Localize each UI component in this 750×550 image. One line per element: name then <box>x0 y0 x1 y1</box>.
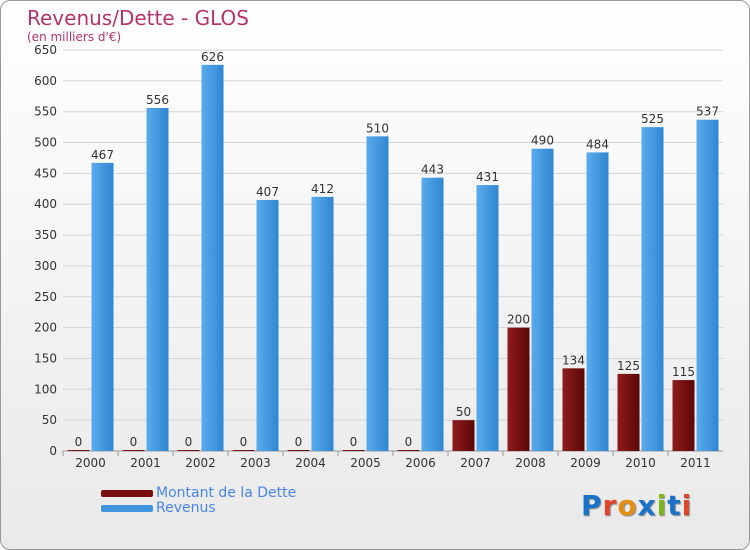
data-label-dette: 125 <box>617 359 640 373</box>
bar-revenus <box>476 185 499 452</box>
bar-dette <box>67 450 90 451</box>
bar-dette <box>562 368 585 451</box>
data-label-dette: 115 <box>672 365 695 379</box>
x-tick-label: 2011 <box>680 456 711 470</box>
x-tick-label: 2005 <box>350 456 381 470</box>
data-label-revenus: 556 <box>146 93 169 107</box>
x-tick-label: 2003 <box>240 456 271 470</box>
data-label-dette: 0 <box>405 435 413 449</box>
y-tick-label: 300 <box>34 259 57 273</box>
data-label-dette: 0 <box>185 435 193 449</box>
bar-dette <box>507 327 530 451</box>
data-label-dette: 134 <box>562 353 585 367</box>
y-tick-label: 250 <box>34 290 57 304</box>
chart-title: Revenus/Dette - GLOS <box>27 6 249 30</box>
data-label-dette: 0 <box>295 435 303 449</box>
y-tick-label: 550 <box>34 105 57 119</box>
logo-letter: r <box>602 489 618 522</box>
y-tick-label: 400 <box>34 197 57 211</box>
data-label-dette: 0 <box>350 435 358 449</box>
bar-revenus <box>256 199 279 451</box>
legend-label-revenus: Revenus <box>156 500 216 516</box>
x-tick-label: 2002 <box>185 456 216 470</box>
y-axis-ticks: 0 50 100 150 200 250 300 350 400 450 500 550 600 650 <box>34 43 57 458</box>
data-label-revenus: 525 <box>641 112 664 126</box>
x-tick-label: 2007 <box>460 456 491 470</box>
data-label-revenus: 537 <box>696 105 719 119</box>
y-tick-label: 200 <box>34 321 57 335</box>
data-label-dette: 0 <box>75 435 83 449</box>
data-label-dette: 0 <box>240 435 248 449</box>
data-label-revenus: 626 <box>201 50 224 64</box>
x-axis-ticks: 2000 2001 2002 2003 2004 2005 2006 2007 2008 2009… <box>62 451 711 470</box>
y-tick-label: 450 <box>34 166 57 180</box>
legend-swatch-revenus <box>101 505 153 512</box>
logo-letter: o <box>617 489 638 522</box>
bars <box>67 64 719 452</box>
bar-revenus <box>696 119 719 451</box>
logo-letter: t <box>667 489 682 522</box>
y-tick-label: 500 <box>34 136 57 150</box>
x-tick-label: 2000 <box>75 456 106 470</box>
y-tick-label: 650 <box>34 43 57 57</box>
bar-dette <box>452 420 475 451</box>
bar-dette <box>617 373 640 451</box>
legend-label-dette: Montant de la Dette <box>156 485 297 501</box>
bar-dette <box>397 450 420 451</box>
bar-dette <box>232 450 255 451</box>
y-tick-label: 0 <box>49 444 57 458</box>
legend-swatch-dette <box>101 490 153 497</box>
bar-revenus <box>531 148 554 451</box>
x-tick-label: 2006 <box>405 456 436 470</box>
data-label-revenus: 510 <box>366 121 389 135</box>
bar-dette <box>287 450 310 451</box>
bar-revenus <box>586 152 609 451</box>
bar-revenus <box>201 64 224 451</box>
data-label-revenus: 407 <box>256 185 279 199</box>
data-label-revenus: 467 <box>91 148 114 162</box>
bar-revenus <box>146 107 169 451</box>
x-tick-label: 2001 <box>130 456 161 470</box>
bar-dette <box>177 450 200 451</box>
proxiti-logo: Proxiti <box>581 489 692 522</box>
data-label-dette: 50 <box>456 405 471 419</box>
y-tick-label: 150 <box>34 351 57 365</box>
bar-revenus <box>421 177 444 452</box>
bar-dette <box>342 450 365 451</box>
x-tick-label: 2009 <box>570 456 601 470</box>
x-tick-label: 2004 <box>295 456 326 470</box>
chart-subtitle: (en milliers d'€) <box>27 30 122 44</box>
data-label-revenus: 431 <box>476 170 499 184</box>
data-label-dette: 200 <box>507 313 530 327</box>
logo-letter: i <box>681 489 693 522</box>
bar-dette <box>672 380 695 451</box>
data-label-revenus: 443 <box>421 163 444 177</box>
x-tick-label: 2010 <box>625 456 656 470</box>
logo-letter: i <box>656 489 668 522</box>
x-tick-label: 2008 <box>515 456 546 470</box>
logo-letter: P <box>581 489 603 522</box>
bar-revenus <box>366 136 389 451</box>
data-label-revenus: 490 <box>531 134 554 148</box>
bar-revenus <box>641 127 664 451</box>
bar-dette <box>122 450 145 451</box>
data-label-dette: 0 <box>130 435 138 449</box>
y-tick-label: 100 <box>34 382 57 396</box>
y-tick-label: 350 <box>34 228 57 242</box>
y-tick-label: 600 <box>34 74 57 88</box>
bar-revenus <box>311 196 334 451</box>
bar-revenus <box>91 162 114 452</box>
data-label-revenus: 484 <box>586 137 609 151</box>
logo-letter: x <box>637 489 657 522</box>
data-labels: 0 467 0 556 0 626 0 407 0 412 0 510 0 443 50 431 200 490 1… <box>75 50 719 449</box>
data-label-revenus: 412 <box>311 182 334 196</box>
y-tick-label: 50 <box>42 413 57 427</box>
